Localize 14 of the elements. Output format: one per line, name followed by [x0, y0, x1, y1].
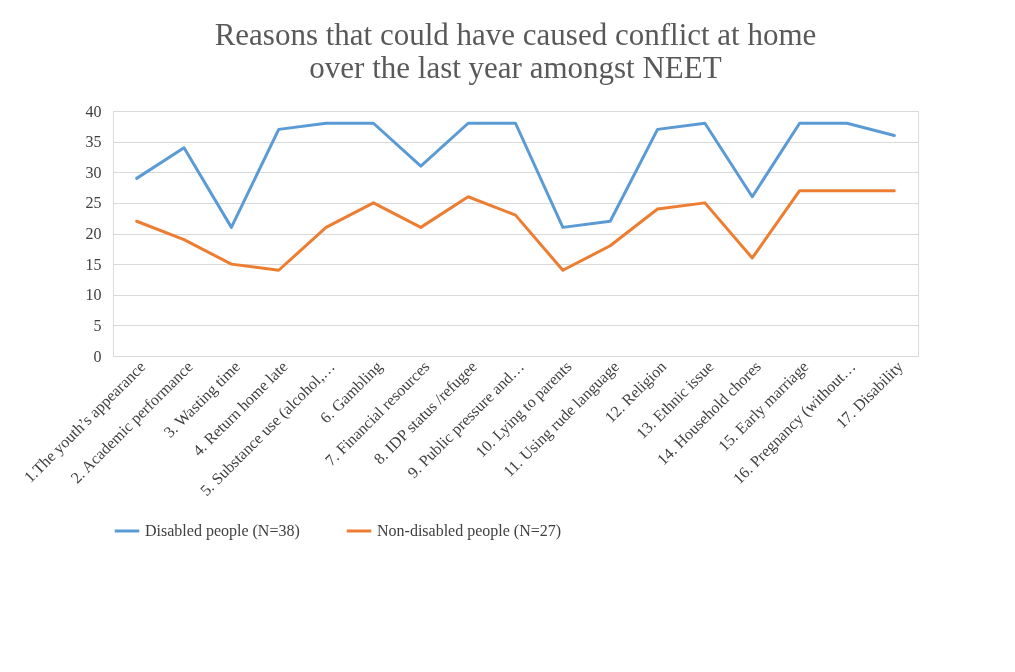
y-tick-label: 25	[85, 194, 102, 212]
y-tick-label: 30	[85, 163, 102, 181]
line-series	[135, 189, 896, 272]
y-tick-label: 0	[93, 347, 102, 365]
legend-label: Non-disabled people (N=27)	[377, 522, 562, 540]
y-tick-label: 15	[85, 255, 102, 273]
y-tick-label: 35	[85, 133, 102, 151]
y-tick-label: 5	[93, 316, 102, 334]
y-tick-label: 40	[85, 102, 102, 120]
chart-title: Reasons that could have caused conflict at home over the last year amongst NEET	[214, 17, 817, 85]
legend-label: Disabled people (N=38)	[145, 522, 300, 540]
y-tick-label: 10	[85, 286, 102, 304]
y-tick-label: 20	[85, 225, 102, 242]
line-series	[135, 121, 896, 229]
